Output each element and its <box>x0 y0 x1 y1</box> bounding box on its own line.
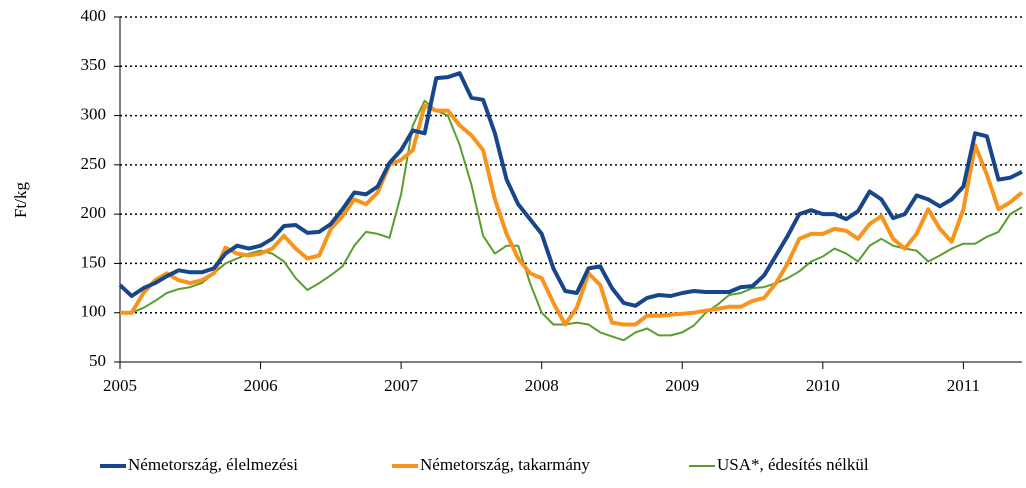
y-tick-label: 400 <box>81 6 107 25</box>
series-line <box>120 103 1024 327</box>
x-tick-label: 2009 <box>665 376 699 395</box>
y-tick-label: 350 <box>81 55 107 74</box>
y-tick-label: 200 <box>81 203 107 222</box>
legend-label: Németország, takarmány <box>420 455 590 474</box>
y-tick-label: 50 <box>89 351 106 370</box>
y-axis-label: Ft/kg <box>11 182 30 218</box>
x-tick-label: 2008 <box>525 376 559 395</box>
legend-label: Németország, élelmezési <box>128 455 298 474</box>
y-tick-label: 250 <box>81 154 107 173</box>
x-tick-label: 2010 <box>806 376 840 395</box>
x-tick-label: 2007 <box>384 376 419 395</box>
y-tick-label: 300 <box>81 104 107 123</box>
y-tick-label: 150 <box>81 252 107 271</box>
x-tick-label: 2005 <box>103 376 137 395</box>
y-tick-label: 100 <box>81 302 107 321</box>
series-line <box>120 99 1023 342</box>
x-tick-label: 2006 <box>244 376 278 395</box>
series-line <box>118 71 1023 308</box>
x-tick-label: 2011 <box>947 376 980 395</box>
legend-label: USA*, édesítés nélkül <box>717 455 869 474</box>
